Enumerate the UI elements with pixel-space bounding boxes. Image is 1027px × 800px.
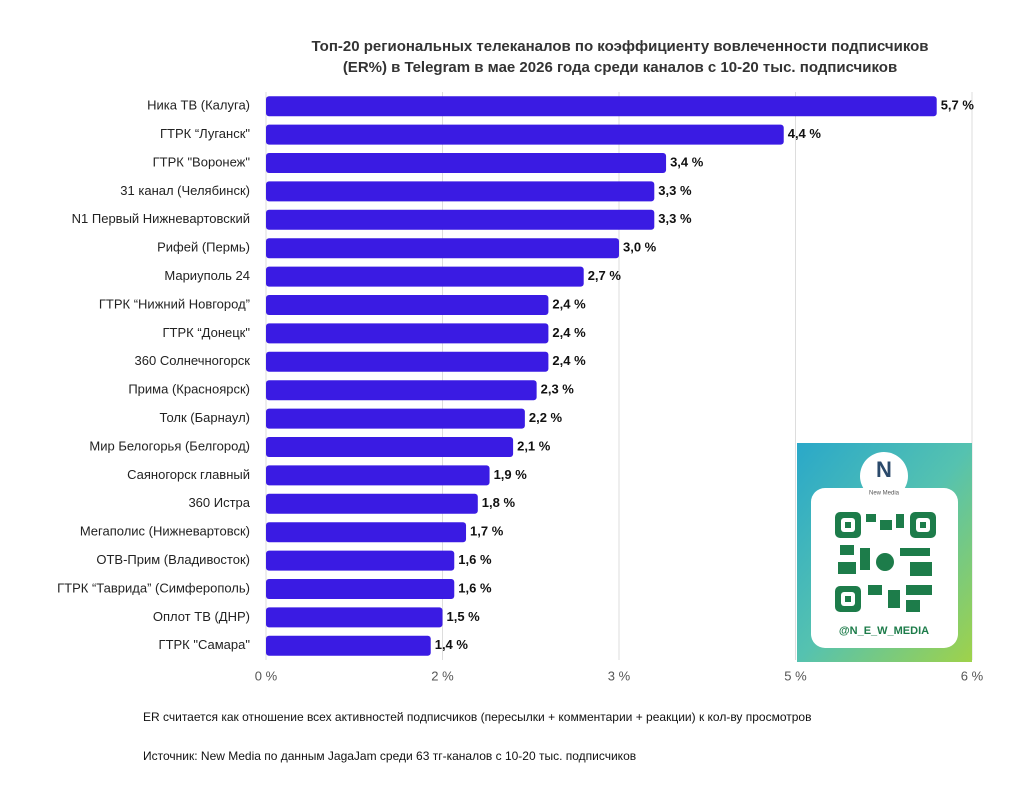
bar xyxy=(266,493,478,514)
x-tick-label: 5 % xyxy=(784,668,807,683)
y-tick-label: ГТРК “Нижний Новгород” xyxy=(99,296,250,311)
badge-brand: New Media xyxy=(869,491,900,497)
y-tick-label: ГТРК “Донецк" xyxy=(162,325,250,340)
value-label: 2,3 % xyxy=(541,382,575,397)
y-tick-label: 360 Истра xyxy=(188,495,250,510)
value-label: 3,4 % xyxy=(670,154,704,169)
note: ER считается как отношение всех активнос… xyxy=(143,710,811,724)
value-label: 3,3 % xyxy=(658,183,692,198)
value-label: 2,4 % xyxy=(552,296,586,311)
x-tick-label: 0 % xyxy=(255,668,278,683)
y-tick-label: Саяногорск главный xyxy=(127,467,250,482)
bar xyxy=(266,408,525,429)
bar xyxy=(266,380,537,401)
y-tick-label: Мир Белогорья (Белгород) xyxy=(89,438,250,453)
value-label: 1,4 % xyxy=(435,637,469,652)
value-label: 3,3 % xyxy=(658,211,692,226)
y-tick-label: ГТРК "Воронеж" xyxy=(153,154,251,169)
x-tick-label: 3 % xyxy=(608,668,631,683)
y-tick-label: ГТРК “Таврида” (Симферополь) xyxy=(57,580,250,595)
value-label: 2,4 % xyxy=(552,325,586,340)
value-label: 1,6 % xyxy=(458,580,492,595)
y-tick-label: Прима (Красноярск) xyxy=(128,382,250,397)
bar xyxy=(266,266,584,287)
x-tick-label: 6 % xyxy=(961,668,984,683)
y-tick-label: Ника ТВ (Калуга) xyxy=(147,98,250,113)
bar xyxy=(266,124,784,145)
y-tick-label: ОТВ-Прим (Владивосток) xyxy=(96,552,250,567)
bar xyxy=(266,522,467,543)
value-label: 3,0 % xyxy=(623,240,657,255)
chart-title: (ER%) в Telegram в мае 2026 года среди к… xyxy=(343,59,897,76)
badge: N New Media @N_E_W_MEDIA xyxy=(797,443,972,662)
y-tick-label: ГТРК "Самара" xyxy=(159,637,251,652)
bar xyxy=(266,351,549,372)
value-label: 2,4 % xyxy=(552,353,586,368)
bar xyxy=(266,323,549,344)
badge-handle: @N_E_W_MEDIA xyxy=(839,625,929,637)
bar xyxy=(266,181,655,202)
bar xyxy=(266,465,490,486)
bar xyxy=(266,153,667,173)
chart-title: Топ-20 региональных телеканалов по коэфф… xyxy=(311,38,928,55)
value-label: 2,1 % xyxy=(517,438,551,453)
y-tick-label: ГТРК “Луганск" xyxy=(160,126,250,141)
bar xyxy=(266,635,431,656)
value-label: 1,6 % xyxy=(458,552,492,567)
y-tick-label: 31 канал (Челябинск) xyxy=(120,183,250,198)
bar xyxy=(266,607,443,628)
value-label: 2,7 % xyxy=(588,268,622,283)
logo-letter: N xyxy=(876,457,892,482)
value-label: 2,2 % xyxy=(529,410,563,425)
source: Источник: New Media по данным JagaJam ср… xyxy=(143,749,636,763)
y-tick-label: Толк (Барнаул) xyxy=(160,410,250,425)
value-label: 1,7 % xyxy=(470,524,504,539)
value-label: 1,5 % xyxy=(447,609,481,624)
bar xyxy=(266,238,619,259)
value-label: 1,8 % xyxy=(482,495,516,510)
qr-code xyxy=(835,512,936,612)
y-tick-label: Мариуполь 24 xyxy=(164,268,250,283)
bar xyxy=(266,579,455,599)
y-tick-label: N1 Первый Нижневартовский xyxy=(72,211,250,226)
bar xyxy=(266,550,455,571)
value-label: 5,7 % xyxy=(941,98,975,113)
y-tick-label: Оплот ТВ (ДНР) xyxy=(153,609,250,624)
y-tick-label: Мегаполис (Нижневартовск) xyxy=(80,524,250,539)
badge-logo xyxy=(860,452,908,500)
y-tick-label: 360 Солнечногорск xyxy=(135,353,251,368)
y-tick-label: Рифей (Пермь) xyxy=(157,240,250,255)
bar xyxy=(266,96,937,117)
value-label: 4,4 % xyxy=(788,126,822,141)
value-label: 1,9 % xyxy=(494,467,528,482)
bar xyxy=(266,209,655,230)
bar xyxy=(266,295,549,315)
bar xyxy=(266,437,514,457)
x-tick-label: 2 % xyxy=(431,668,454,683)
